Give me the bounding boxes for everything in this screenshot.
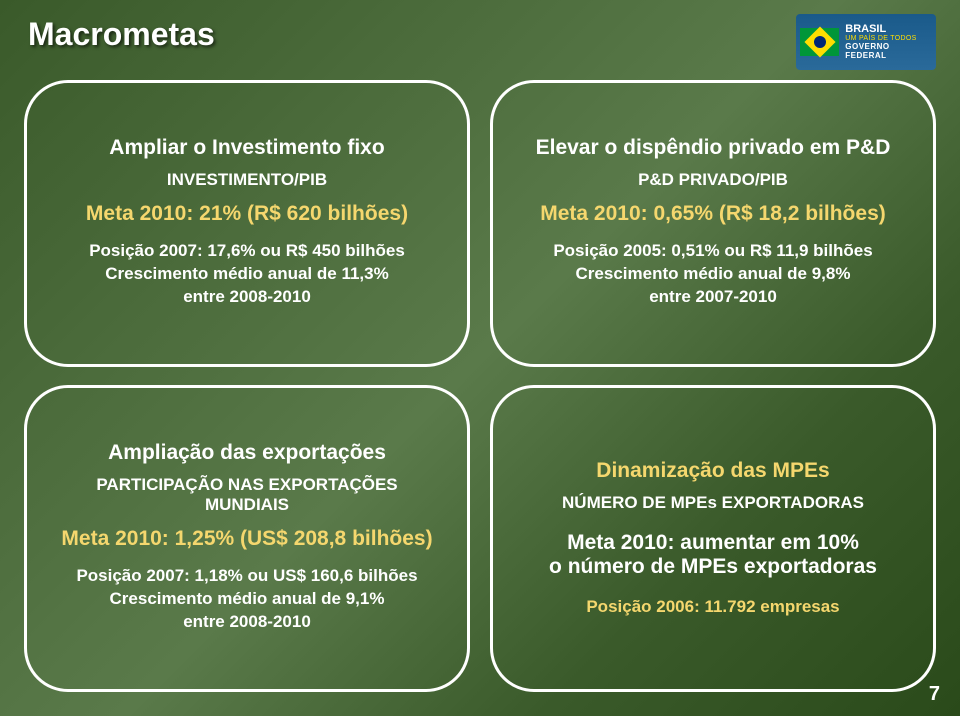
card-subtitle: P&D PRIVADO/PIB — [638, 170, 788, 190]
card-title: Elevar o dispêndio privado em P&D — [536, 136, 891, 160]
card-meta: Meta 2010: 21% (R$ 620 bilhões) — [86, 202, 408, 226]
pos-line: Crescimento médio anual de 9,1% — [110, 589, 385, 608]
page-number: 7 — [929, 683, 940, 706]
card-subtitle: NÚMERO DE MPEs EXPORTADORAS — [562, 493, 864, 513]
card-subtitle: PARTICIPAÇÃO NAS EXPORTAÇÕES MUNDIAIS — [96, 475, 397, 515]
pos-line: Posição 2007: 17,6% ou R$ 450 bilhões — [89, 241, 405, 260]
pos-line: Posição 2005: 0,51% ou R$ 11,9 bilhões — [553, 241, 872, 260]
card-title: Dinamização das MPEs — [596, 459, 829, 483]
pos-line: Crescimento médio anual de 9,8% — [576, 264, 851, 283]
card-exportacoes: Ampliação das exportações PARTICIPAÇÃO N… — [24, 385, 470, 692]
card-investimento-fixo: Ampliar o Investimento fixo INVESTIMENTO… — [24, 80, 470, 367]
cards-grid: Ampliar o Investimento fixo INVESTIMENTO… — [24, 80, 936, 692]
card-position: Posição 2006: 11.792 empresas — [586, 597, 839, 617]
card-meta: Meta 2010: 0,65% (R$ 18,2 bilhões) — [540, 202, 886, 226]
pos-line: entre 2007-2010 — [649, 287, 777, 306]
sub-line: PARTICIPAÇÃO NAS EXPORTAÇÕES — [96, 475, 397, 494]
meta-line: o número de MPEs exportadoras — [549, 555, 877, 578]
sub-line: MUNDIAIS — [205, 495, 289, 514]
card-position: Posição 2005: 0,51% ou R$ 11,9 bilhões C… — [553, 240, 872, 309]
pos-line: entre 2008-2010 — [183, 287, 311, 306]
slide-title: Macrometas — [28, 16, 215, 53]
card-title: Ampliar o Investimento fixo — [109, 136, 384, 160]
card-dispendio-pd: Elevar o dispêndio privado em P&D P&D PR… — [490, 80, 936, 367]
card-position: Posição 2007: 1,18% ou US$ 160,6 bilhões… — [76, 565, 417, 634]
card-position: Posição 2007: 17,6% ou R$ 450 bilhões Cr… — [89, 240, 405, 309]
brazil-flag-icon — [800, 28, 839, 56]
card-subtitle: INVESTIMENTO/PIB — [167, 170, 327, 190]
logo-text: BRASIL UM PAÍS DE TODOS GOVERNO FEDERAL — [845, 23, 932, 60]
logo-line1: BRASIL — [845, 23, 932, 35]
pos-line: entre 2008-2010 — [183, 612, 311, 631]
card-meta: Meta 2010: aumentar em 10% o número de M… — [549, 531, 877, 579]
logo-line3: GOVERNO FEDERAL — [845, 43, 932, 61]
card-mpes: Dinamização das MPEs NÚMERO DE MPEs EXPO… — [490, 385, 936, 692]
pos-line: Posição 2007: 1,18% ou US$ 160,6 bilhões — [76, 566, 417, 585]
meta-line: Meta 2010: aumentar em 10% — [567, 531, 859, 554]
brasil-gov-logo: BRASIL UM PAÍS DE TODOS GOVERNO FEDERAL — [796, 14, 936, 70]
pos-line: Crescimento médio anual de 11,3% — [105, 264, 388, 283]
card-title: Ampliação das exportações — [108, 441, 386, 465]
card-meta: Meta 2010: 1,25% (US$ 208,8 bilhões) — [61, 527, 432, 551]
